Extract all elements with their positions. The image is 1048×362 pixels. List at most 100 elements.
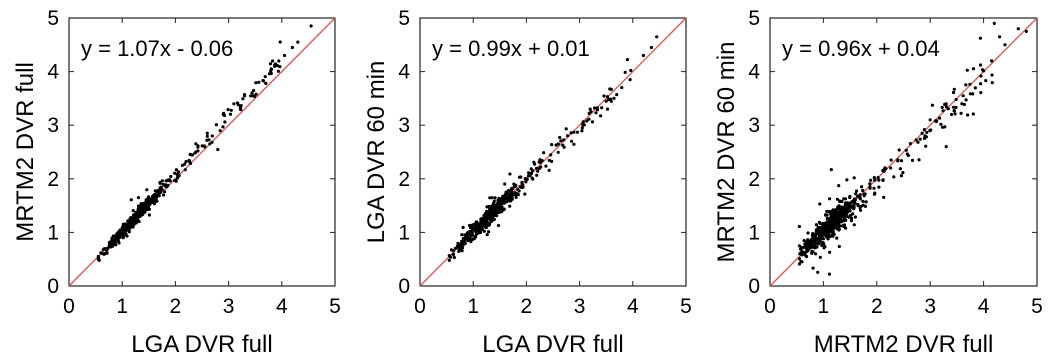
y-tick-label: 2 bbox=[47, 168, 59, 191]
data-point bbox=[527, 171, 531, 175]
data-point bbox=[229, 108, 233, 112]
data-point bbox=[238, 107, 242, 111]
data-point bbox=[910, 158, 915, 162]
data-point bbox=[818, 221, 822, 226]
data-point bbox=[856, 194, 860, 199]
data-point bbox=[797, 262, 802, 266]
data-point bbox=[877, 178, 881, 182]
data-point bbox=[216, 147, 220, 152]
data-point bbox=[263, 75, 267, 79]
data-point bbox=[458, 242, 462, 246]
data-point bbox=[232, 102, 236, 106]
y-tick-label: 3 bbox=[47, 114, 59, 137]
data-point bbox=[869, 178, 873, 182]
data-point bbox=[569, 131, 573, 135]
data-point bbox=[826, 230, 830, 234]
data-point bbox=[532, 160, 536, 164]
data-point bbox=[564, 127, 568, 131]
data-point bbox=[844, 218, 848, 222]
data-point bbox=[496, 223, 501, 228]
data-point bbox=[510, 193, 515, 197]
data-point bbox=[158, 190, 163, 195]
data-point bbox=[196, 145, 200, 149]
data-point bbox=[800, 249, 804, 253]
data-point bbox=[930, 103, 935, 107]
data-point bbox=[254, 81, 258, 85]
data-point bbox=[513, 184, 517, 189]
data-point bbox=[620, 86, 624, 90]
data-point bbox=[805, 254, 809, 259]
data-point bbox=[916, 140, 920, 144]
data-point bbox=[831, 230, 835, 234]
data-point bbox=[908, 142, 913, 146]
data-point bbox=[549, 153, 553, 157]
data-point bbox=[202, 144, 207, 148]
data-point bbox=[187, 158, 191, 163]
x-tick-label: 0 bbox=[63, 295, 75, 318]
data-point bbox=[174, 168, 178, 172]
data-point bbox=[593, 106, 597, 110]
data-point bbox=[136, 214, 140, 218]
data-point bbox=[173, 178, 177, 183]
data-point bbox=[797, 257, 802, 261]
data-point bbox=[575, 130, 580, 134]
data-point bbox=[641, 53, 646, 58]
data-point bbox=[493, 196, 497, 200]
data-point bbox=[236, 103, 240, 107]
data-point bbox=[872, 176, 876, 180]
data-point bbox=[473, 222, 477, 226]
data-point bbox=[542, 151, 546, 155]
data-point bbox=[477, 225, 481, 230]
data-point bbox=[971, 92, 975, 96]
data-point bbox=[309, 24, 313, 28]
data-point bbox=[816, 225, 820, 229]
data-point bbox=[914, 138, 918, 142]
data-point bbox=[107, 240, 112, 244]
data-point bbox=[819, 231, 823, 235]
data-point bbox=[917, 158, 921, 162]
data-point bbox=[827, 225, 831, 229]
data-point bbox=[183, 168, 187, 172]
data-point bbox=[922, 136, 927, 140]
data-point bbox=[273, 63, 277, 67]
data-point bbox=[119, 228, 123, 233]
data-point bbox=[463, 233, 467, 237]
data-point bbox=[479, 228, 483, 232]
data-point bbox=[813, 252, 818, 256]
y-tick-label: 3 bbox=[398, 114, 410, 137]
data-point bbox=[205, 134, 209, 138]
data-point bbox=[822, 243, 826, 247]
data-point bbox=[116, 235, 120, 239]
data-point bbox=[521, 183, 525, 187]
data-point bbox=[924, 144, 928, 148]
data-point bbox=[978, 36, 983, 40]
data-point bbox=[119, 233, 124, 237]
data-point bbox=[164, 185, 168, 189]
x-tick-label: 0 bbox=[414, 295, 426, 318]
data-point bbox=[221, 112, 225, 117]
data-point bbox=[530, 168, 535, 173]
data-point bbox=[605, 95, 610, 99]
data-point bbox=[580, 129, 584, 133]
data-point bbox=[858, 208, 863, 212]
data-point bbox=[196, 149, 200, 153]
data-point bbox=[868, 186, 872, 190]
x-tick-label: 4 bbox=[276, 295, 288, 318]
data-point bbox=[131, 213, 136, 217]
x-tick-label: 0 bbox=[764, 295, 776, 318]
data-point bbox=[485, 233, 489, 237]
data-point bbox=[922, 128, 927, 132]
data-point bbox=[254, 92, 258, 96]
data-point bbox=[561, 143, 565, 147]
y-tick-label: 5 bbox=[47, 7, 59, 30]
data-point bbox=[275, 64, 279, 68]
data-point bbox=[852, 223, 856, 227]
data-point bbox=[819, 226, 823, 230]
data-point bbox=[860, 185, 864, 189]
data-point bbox=[457, 249, 461, 253]
data-point bbox=[534, 166, 539, 170]
x-axis-label: LGA DVR full bbox=[482, 331, 623, 358]
data-point bbox=[1024, 29, 1028, 33]
data-point bbox=[829, 168, 833, 172]
data-point bbox=[160, 179, 164, 183]
